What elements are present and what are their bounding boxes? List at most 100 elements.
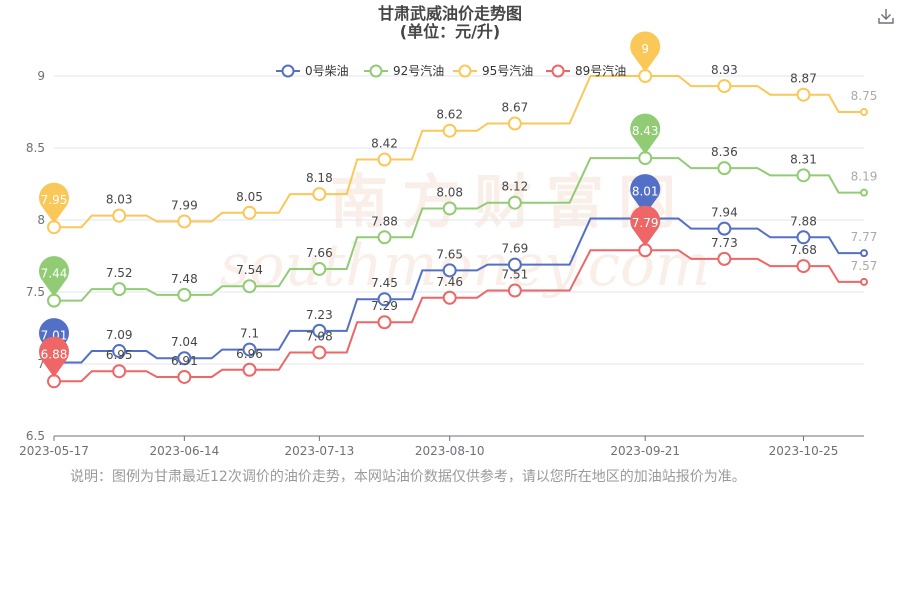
data-label: 8.05 (236, 190, 263, 204)
data-label: 8.62 (436, 108, 463, 122)
series-line (53, 249, 864, 383)
legend-marker (369, 64, 383, 78)
data-label: 7.94 (711, 206, 738, 220)
data-point (177, 214, 192, 229)
data-point (377, 292, 392, 307)
data-label: 8.08 (436, 185, 463, 199)
data-point (112, 208, 127, 223)
data-label: 8.67 (502, 101, 529, 115)
x-tick-label: 2023-10-25 (769, 444, 839, 458)
data-point (112, 344, 127, 359)
data-label: 7.29 (371, 299, 398, 313)
y-tick-label: 8.5 (26, 141, 45, 155)
pin-marker (39, 182, 70, 224)
data-label: 8.19 (851, 170, 878, 184)
data-point (442, 201, 457, 216)
data-label: 7.69 (502, 242, 529, 256)
data-point (442, 290, 457, 305)
data-point (312, 187, 327, 202)
pin-label: 6.88 (41, 347, 68, 361)
legend-entry: 0号柴油 (305, 64, 349, 78)
x-tick-label: 2023-05-17 (19, 444, 89, 458)
pin-label: 7.44 (41, 267, 68, 281)
data-point (717, 221, 732, 236)
data-label: 7.88 (790, 214, 817, 228)
data-point (796, 168, 811, 183)
data-label: 8.31 (790, 152, 817, 166)
data-point (507, 195, 522, 210)
data-label: 8.12 (502, 180, 529, 194)
pin-marker (630, 174, 661, 215)
data-label: 7.54 (236, 263, 263, 277)
data-label: 6.91 (171, 354, 198, 368)
data-point (312, 323, 327, 338)
data-label: 8.36 (711, 145, 738, 159)
data-label: 8.03 (106, 193, 133, 207)
pin-label: 9 (641, 42, 649, 56)
data-label: 7.1 (240, 327, 259, 341)
data-point (796, 87, 811, 102)
pin-marker (630, 205, 661, 247)
data-label: 7.66 (306, 246, 333, 260)
y-tick-label: 7 (37, 357, 45, 371)
data-label: 8.42 (371, 137, 398, 151)
chart-subtitle: (单位：元/升) (399, 22, 501, 41)
data-label: 7.46 (436, 275, 463, 289)
data-label: 7.23 (306, 308, 333, 322)
data-point (507, 283, 522, 298)
data-label: 7.57 (851, 259, 878, 273)
data-point (112, 282, 127, 297)
pin-marker (39, 336, 70, 378)
data-point (377, 152, 392, 167)
series-line (54, 217, 864, 364)
data-point (860, 249, 868, 258)
y-tick-label: 8 (37, 213, 45, 227)
x-tick-label: 2023-06-14 (149, 444, 219, 458)
data-label: 7.45 (371, 276, 398, 290)
data-point (312, 261, 327, 276)
data-label: 6.95 (106, 348, 133, 362)
download-icon[interactable] (876, 6, 896, 26)
data-point (717, 251, 732, 266)
data-point (796, 230, 811, 245)
y-tick-label: 9 (37, 69, 45, 83)
data-point (860, 277, 868, 286)
data-label: 7.08 (306, 329, 333, 343)
data-label: 7.88 (371, 214, 398, 228)
data-label: 8.87 (790, 72, 817, 86)
data-point (796, 259, 811, 274)
legend-entry: 89号汽油 (575, 63, 626, 78)
data-point (507, 116, 522, 131)
data-label: 7.77 (851, 230, 878, 244)
data-point (242, 342, 257, 357)
data-label: 7.04 (171, 335, 198, 349)
data-point (442, 263, 457, 278)
legend-entry: 92号汽油 (393, 63, 444, 78)
data-point (442, 123, 457, 138)
data-point (312, 345, 327, 360)
data-label: 7.73 (711, 236, 738, 250)
data-label: 7.09 (106, 328, 133, 342)
pin-label: 7.79 (632, 216, 659, 230)
data-point (242, 279, 257, 294)
watermark-text-en: southmoney.com (220, 231, 710, 299)
data-point (242, 362, 257, 377)
data-label: 8.93 (711, 63, 738, 77)
pin-marker (630, 113, 661, 155)
pin-label: 8.43 (632, 124, 659, 138)
data-point (860, 188, 868, 197)
x-tick-label: 2023-07-13 (284, 444, 354, 458)
data-point (112, 364, 127, 379)
data-label: 7.68 (790, 243, 817, 257)
data-label: 7.51 (502, 268, 529, 282)
pin-marker (39, 256, 70, 297)
legend-marker (281, 64, 295, 78)
y-tick-label: 6.5 (26, 429, 45, 443)
data-point (177, 351, 192, 366)
legend-marker (458, 64, 472, 78)
data-point (717, 79, 732, 94)
series-line (54, 74, 864, 229)
data-point (860, 108, 868, 116)
chart-note: 说明：图例为甘肃最近12次调价的油价走势，本网站油价数据仅供参考，请以您所在地区… (70, 469, 746, 485)
